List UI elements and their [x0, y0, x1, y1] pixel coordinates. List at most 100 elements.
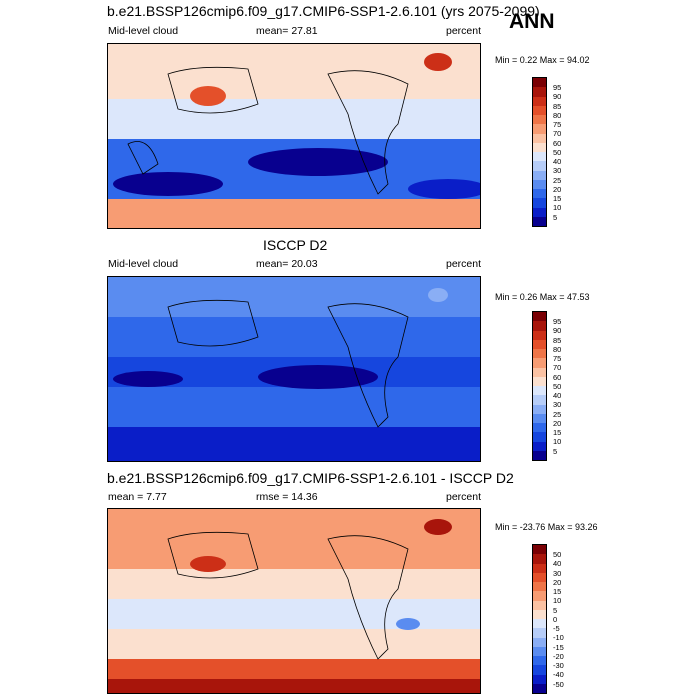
- colorbar-tick-label: 80: [553, 110, 562, 120]
- colorbar-tick-label: 50: [553, 147, 562, 157]
- colorbar-swatch: [533, 683, 546, 693]
- colorbar-tick-label: 20: [553, 184, 562, 194]
- colorbar-swatch: [533, 161, 546, 171]
- colorbar-tick-label: 0: [553, 614, 558, 624]
- colorbar-tick-label: 60: [553, 372, 562, 382]
- colorbar-tick-label: 75: [553, 120, 562, 129]
- panel3-colorbar-labels: 50 40 30 20 15 10 5 0 -5 -10 -15 -20 -30 -40 -50: [553, 550, 564, 689]
- colorbar-swatch: [533, 170, 546, 180]
- panel1-minmax: Min = 0.22 Max = 94.02: [495, 55, 590, 65]
- colorbar-swatch: [533, 376, 546, 386]
- colorbar-tick-label: 10: [553, 203, 562, 213]
- colorbar-tick-label: 25: [553, 175, 562, 185]
- colorbar-swatch: [533, 395, 546, 405]
- colorbar-swatch: [533, 330, 546, 340]
- colorbar-tick-label: 40: [553, 157, 562, 166]
- colorbar-tick-label: 5: [553, 446, 558, 456]
- colorbar-swatch: [533, 413, 546, 423]
- panel3-map: [107, 508, 481, 694]
- panel3-title: b.e21.BSSP126cmip6.f09_g17.CMIP6-SSP1-2.…: [107, 470, 514, 486]
- colorbar-tick-label: 50: [553, 381, 562, 391]
- panel1-left-label: Mid-level cloud: [108, 25, 179, 37]
- colorbar-swatch: [533, 321, 546, 331]
- colorbar-swatch: [533, 78, 546, 88]
- colorbar-tick-label: 15: [553, 587, 562, 596]
- panel2-map: [107, 276, 481, 462]
- colorbar-swatch: [533, 637, 546, 647]
- colorbar-tick-label: 75: [553, 354, 562, 363]
- colorbar-swatch: [533, 105, 546, 115]
- colorbar-swatch: [533, 646, 546, 656]
- colorbar-swatch: [533, 600, 546, 610]
- colorbar-swatch: [533, 545, 546, 555]
- colorbar-tick-label: 85: [553, 101, 562, 111]
- panel3-mean: mean = 7.77: [108, 491, 167, 503]
- colorbar-tick-label: 90: [553, 92, 562, 102]
- colorbar-swatch: [533, 216, 546, 226]
- colorbar-swatch: [533, 423, 546, 433]
- colorbar-tick-label: -10: [553, 633, 564, 643]
- colorbar-swatch: [533, 665, 546, 675]
- colorbar-swatch: [533, 152, 546, 162]
- panel1-map: [107, 43, 481, 229]
- colorbar-swatch: [533, 674, 546, 684]
- colorbar-tick-label: 30: [553, 166, 562, 176]
- colorbar-swatch: [533, 207, 546, 217]
- colorbar-swatch: [533, 572, 546, 582]
- panel3-rmse: rmse = 14.36: [256, 491, 318, 503]
- colorbar-swatch: [533, 349, 546, 359]
- panel3-units: percent: [446, 491, 482, 503]
- colorbar-swatch: [533, 591, 546, 601]
- colorbar-swatch: [533, 386, 546, 396]
- colorbar-tick-label: -20: [553, 651, 564, 661]
- colorbar-tick-label: -15: [553, 642, 564, 652]
- colorbar-swatch: [533, 115, 546, 125]
- colorbar-tick-label: 95: [553, 317, 562, 326]
- colorbar-swatch: [533, 432, 546, 442]
- colorbar-tick-label: 85: [553, 335, 562, 345]
- panel1-colorbar: [532, 77, 547, 227]
- colorbar-tick-label: -5: [553, 624, 560, 633]
- panel2-units: percent: [446, 258, 482, 270]
- colorbar-tick-label: -50: [553, 679, 564, 689]
- colorbar-tick-label: 10: [553, 437, 562, 447]
- colorbar-swatch: [533, 179, 546, 189]
- colorbar-swatch: [533, 441, 546, 451]
- panel2-colorbar-labels: 95 90 85 80 75 70 60 50 40 30 25 20 15 10 5: [553, 317, 561, 456]
- colorbar-swatch: [533, 133, 546, 143]
- panel3-minmax: Min = -23.76 Max = 93.26: [495, 522, 598, 532]
- colorbar-swatch: [533, 87, 546, 97]
- colorbar-tick-label: 80: [553, 344, 562, 354]
- colorbar-swatch: [533, 367, 546, 377]
- colorbar-swatch: [533, 582, 546, 592]
- colorbar-swatch: [533, 358, 546, 368]
- season-label: ANN: [509, 10, 555, 33]
- colorbar-tick-label: 5: [553, 212, 558, 222]
- colorbar-tick-label: 40: [553, 559, 562, 569]
- panel3-colorbar: [532, 544, 547, 694]
- panel2-left-label: Mid-level cloud: [108, 258, 179, 270]
- colorbar-swatch: [533, 142, 546, 152]
- panel1-units: percent: [446, 25, 482, 37]
- colorbar-swatch: [533, 312, 546, 322]
- colorbar-tick-label: 95: [553, 83, 562, 92]
- colorbar-tick-label: 30: [553, 400, 562, 410]
- colorbar-tick-label: 90: [553, 326, 562, 336]
- panel2-minmax: Min = 0.26 Max = 47.53: [495, 292, 590, 302]
- colorbar-swatch: [533, 563, 546, 573]
- colorbar-tick-label: 10: [553, 596, 562, 606]
- panel1-title: b.e21.BSSP126cmip6.f09_g17.CMIP6-SSP1-2.…: [107, 3, 540, 19]
- colorbar-tick-label: 5: [553, 605, 558, 615]
- panel2-title: ISCCP D2: [263, 237, 328, 253]
- colorbar-tick-label: 25: [553, 409, 562, 419]
- colorbar-tick-label: 30: [553, 568, 562, 578]
- colorbar-swatch: [533, 628, 546, 638]
- colorbar-tick-label: 15: [553, 428, 562, 437]
- colorbar-tick-label: 20: [553, 577, 562, 587]
- colorbar-swatch: [533, 404, 546, 414]
- colorbar-tick-label: 20: [553, 418, 562, 428]
- colorbar-tick-label: 15: [553, 194, 562, 203]
- colorbar-tick-label: 40: [553, 391, 562, 400]
- panel2-colorbar: [532, 311, 547, 461]
- panel1-colorbar-labels: 95 90 85 80 75 70 60 50 40 30 25 20 15 10 5: [553, 83, 561, 222]
